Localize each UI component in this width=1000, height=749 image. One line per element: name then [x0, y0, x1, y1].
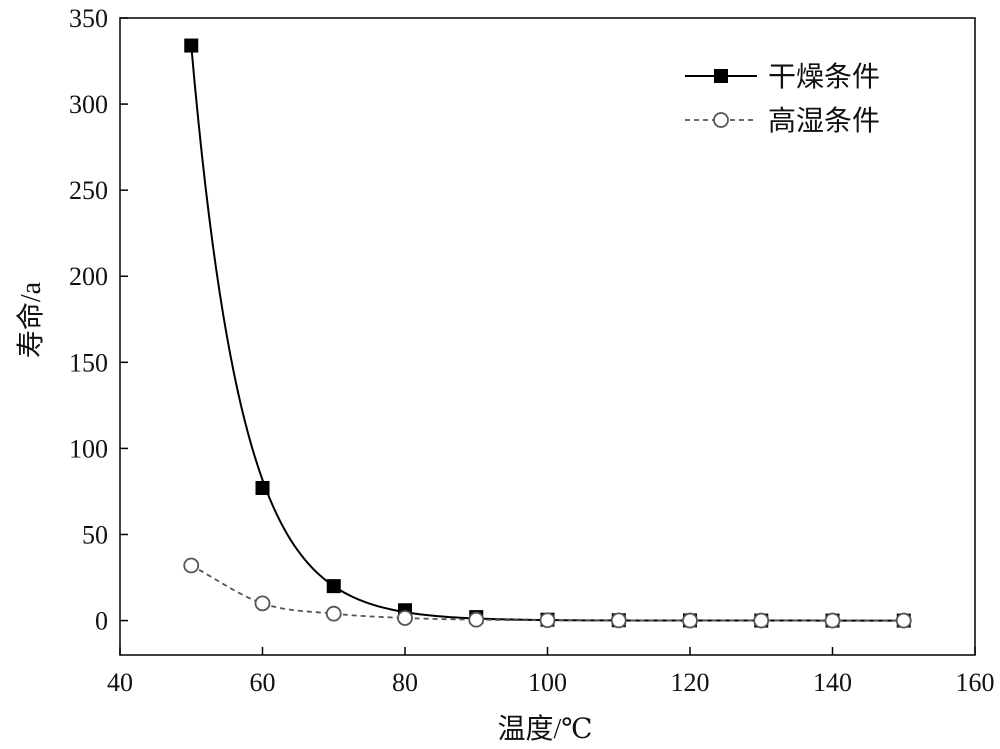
x-tick-label: 140	[813, 668, 852, 697]
series-2-curve	[190, 564, 904, 622]
series-2-point	[895, 612, 912, 629]
x-tick-label: 60	[250, 668, 276, 697]
axes: 40 60 80 100 120 140 160 0 50 100 150 200 250 300 350	[69, 4, 995, 697]
series-2-point	[325, 605, 342, 622]
series-2-point	[682, 612, 698, 629]
x-tick-label: 100	[528, 668, 567, 697]
series-2-point	[539, 612, 556, 629]
y-tick-label: 0	[95, 607, 108, 636]
series-2-point	[397, 610, 413, 626]
legend-label-2: 高湿条件	[768, 105, 880, 137]
series-2-point	[824, 612, 841, 629]
x-tick-label: 120	[671, 668, 710, 697]
y-tick-label: 100	[69, 434, 108, 463]
series-2-point	[254, 595, 271, 612]
series-1-point	[326, 579, 341, 594]
y-tick-label: 50	[82, 520, 108, 549]
data-markers	[183, 38, 912, 629]
series-2-point	[183, 557, 200, 574]
y-tick-label: 200	[69, 262, 108, 291]
legend-marker-1	[714, 69, 728, 83]
series-2-point	[753, 612, 770, 629]
series-1-point	[184, 38, 199, 53]
y-tick-label: 150	[69, 348, 108, 377]
x-axis-label: 温度/℃	[497, 713, 592, 745]
y-tick-label: 350	[69, 4, 108, 33]
series-2-point	[610, 612, 627, 629]
x-tick-label: 160	[956, 668, 995, 697]
x-tick-label: 40	[107, 668, 133, 697]
legend-marker-2	[713, 112, 729, 128]
y-tick-label: 250	[69, 176, 108, 205]
y-axis-label: 寿命/a	[15, 281, 47, 358]
legend-label-1: 干燥条件	[768, 61, 880, 93]
series-1-point	[255, 481, 270, 496]
series-2-point	[468, 611, 485, 628]
y-tick-label: 300	[69, 90, 108, 119]
x-tick-label: 80	[392, 668, 418, 697]
